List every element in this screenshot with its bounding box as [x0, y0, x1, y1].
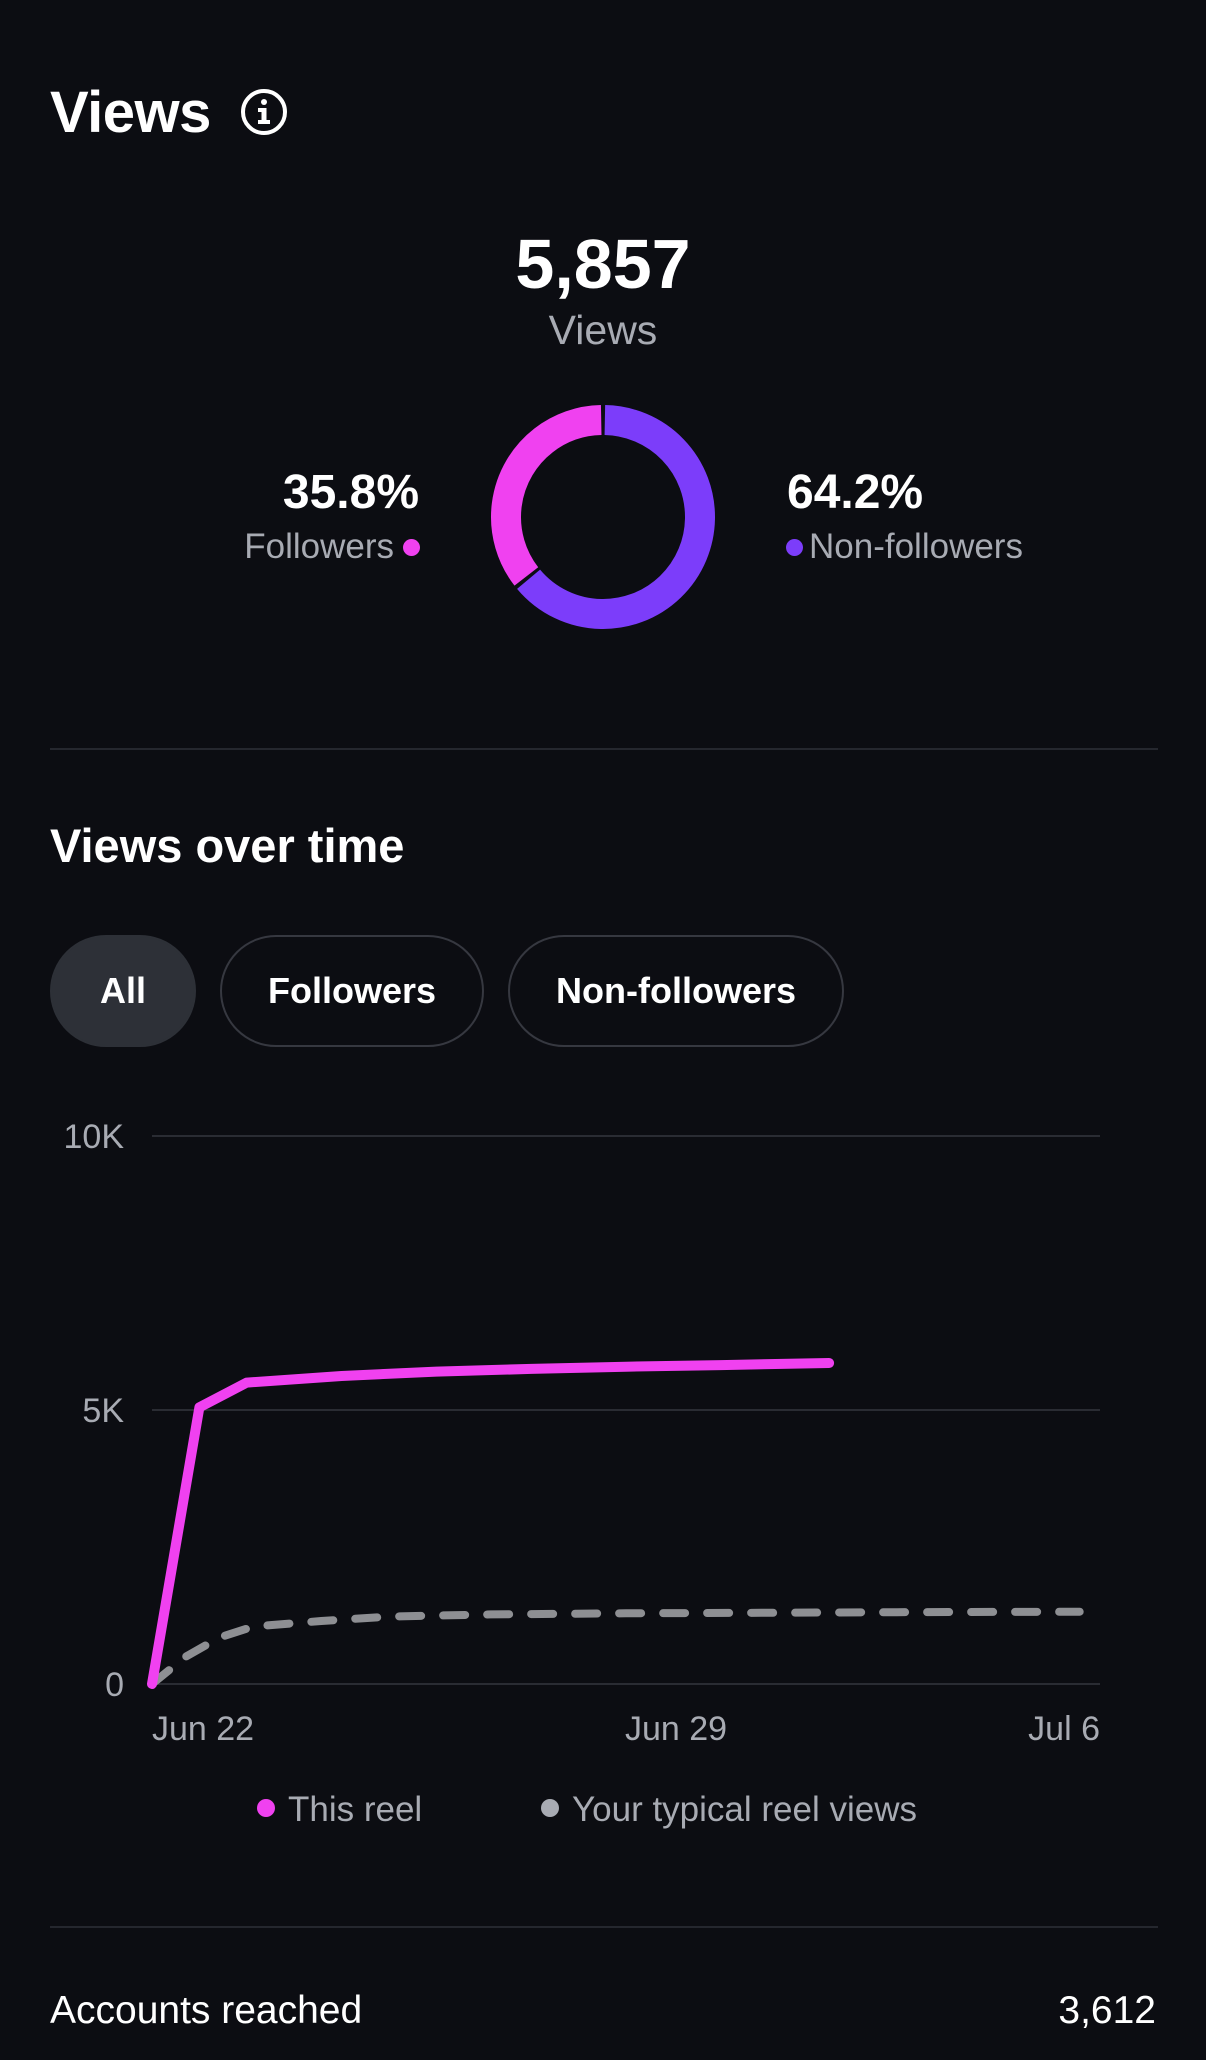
series-line-typical-reel-views — [148, 1607, 1084, 1688]
views-over-time-title: Views over time — [50, 819, 405, 872]
followers-legend-label: Followers — [244, 527, 394, 566]
nonfollowers-legend: Non-followers — [786, 522, 1023, 572]
x-tick-label: Jul 6 — [1028, 1710, 1100, 1748]
divider — [50, 1926, 1158, 1928]
info-icon[interactable] — [240, 88, 288, 136]
filter-chip-nonfollowers[interactable]: Non-followers — [508, 935, 845, 1047]
filter-chip-all[interactable]: All — [50, 935, 197, 1047]
x-tick-label: Jun 29 — [625, 1710, 727, 1748]
followers-percentage: 35.8% — [282, 466, 419, 519]
accounts-reached-value: 3,612 — [1058, 1989, 1156, 2032]
series-line-this-reel — [147, 1358, 835, 1689]
nonfollowers-legend-label: Non-followers — [809, 527, 1023, 566]
nonfollowers-percentage: 64.2% — [787, 466, 924, 519]
page-title: Views — [50, 80, 211, 145]
nonfollowers-dot-icon — [786, 538, 803, 556]
total-views-value: 5,857 — [515, 225, 691, 303]
total-views-label: Views — [548, 307, 658, 353]
filter-chip-followers[interactable]: Followers — [220, 935, 485, 1047]
legend-dot-icon — [257, 1799, 275, 1817]
followers-dot-icon — [403, 538, 420, 556]
legend-dot-icon — [541, 1799, 559, 1817]
x-tick-label: Jun 22 — [152, 1710, 254, 1748]
divider — [50, 748, 1158, 750]
followers-legend: Followers — [244, 522, 420, 572]
accounts-reached-label: Accounts reached — [50, 1989, 363, 2032]
y-tick-label: 0 — [105, 1666, 124, 1704]
legend-label: This reel — [288, 1790, 422, 1829]
filter-chips: All Followers Non-followers — [50, 935, 845, 1047]
audience-donut-chart — [491, 405, 715, 629]
legend-label: Your typical reel views — [572, 1790, 917, 1829]
y-tick-label: 5K — [82, 1392, 124, 1430]
y-tick-label: 10K — [64, 1118, 125, 1156]
